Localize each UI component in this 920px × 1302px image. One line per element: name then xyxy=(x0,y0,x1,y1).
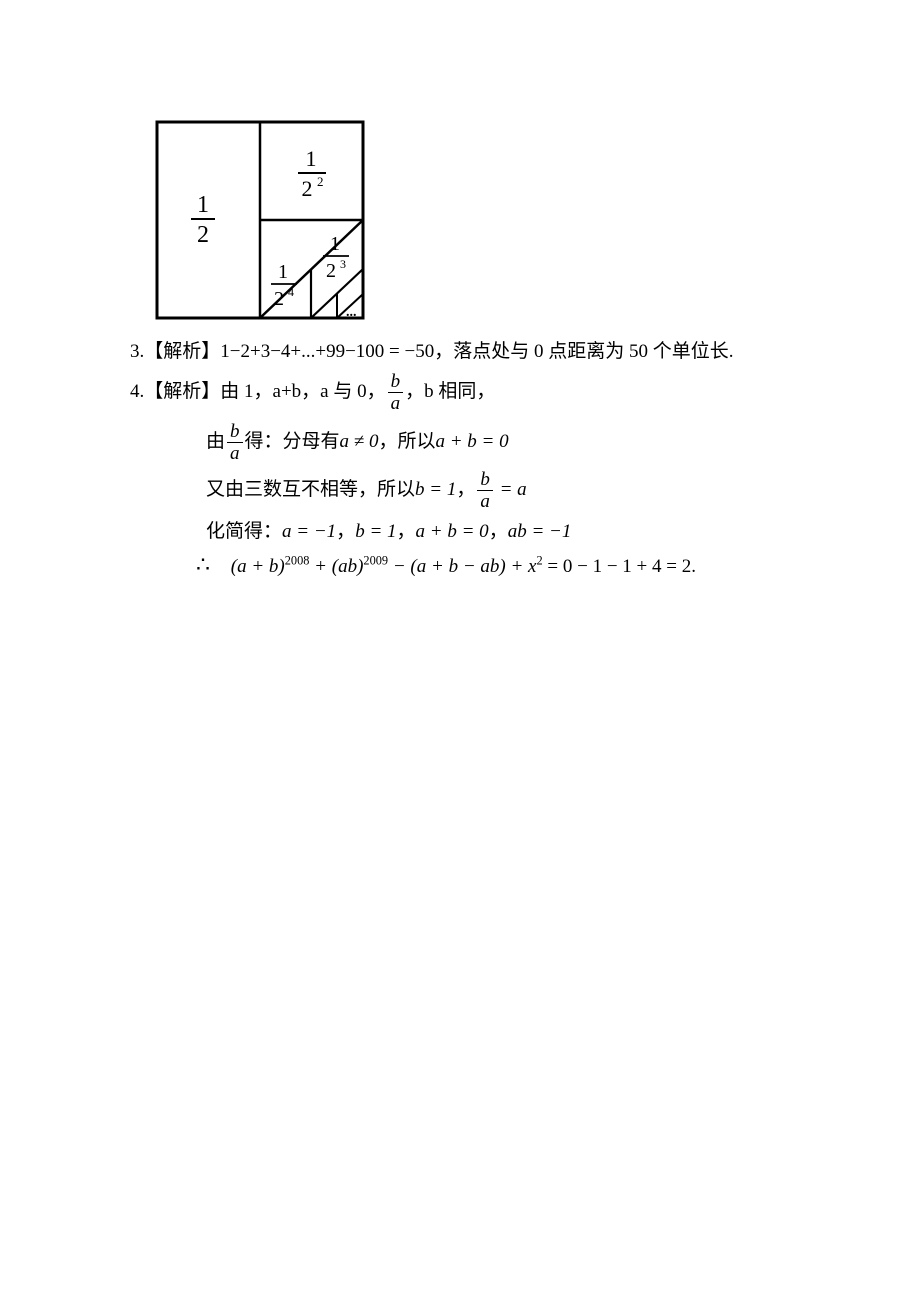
frac-b-over-a-1: ba xyxy=(388,372,404,413)
problem-4-line2: 由ba得：分母有a ≠ 0，所以a + b = 0 xyxy=(206,422,509,463)
frac-b-over-a-3: ba xyxy=(477,470,493,511)
p4-l3eq: = a xyxy=(500,479,527,500)
p4-l1b: ，b 相同， xyxy=(405,381,495,402)
svg-text:1: 1 xyxy=(306,146,317,171)
p4-l4e: ， xyxy=(397,521,416,542)
problem-4-line1: 4.【解析】由 1，a+b，a 与 0，ba，b 相同， xyxy=(130,372,495,413)
p4-l2e: a + b = 0 xyxy=(435,431,508,452)
p4-l5c: − (a + b − ab) + x xyxy=(388,556,536,577)
svg-text:1: 1 xyxy=(330,233,340,255)
p4-l5d: = 0 − 1 − 1 + 4 = 2 xyxy=(543,556,692,577)
p4-l4f: a + b = 0 xyxy=(416,521,489,542)
problem-3: 3.【解析】1−2+3−4+...+99−100 = −50，落点处与 0 点距… xyxy=(130,336,734,363)
p4-l4c: ， xyxy=(336,521,355,542)
p3-tail: ，落点处与 0 点距离为 50 个单位长. xyxy=(434,341,733,362)
p4-l3b: b = 1 xyxy=(415,479,456,500)
svg-text:2: 2 xyxy=(274,288,284,310)
svg-text:1: 1 xyxy=(197,192,209,218)
p4-l4b: a = −1 xyxy=(282,521,336,542)
p4-l4h: ab = −1 xyxy=(508,521,572,542)
p4-l5e1: 2008 xyxy=(285,554,310,568)
p4-l3c: ， xyxy=(456,479,475,500)
p4-l2d: ，所以 xyxy=(378,431,435,452)
p4-l5a: (a + b) xyxy=(231,556,285,577)
svg-text:2: 2 xyxy=(302,176,313,201)
svg-text:2: 2 xyxy=(197,222,209,248)
frac-b-over-a-2: ba xyxy=(227,422,243,463)
p4-l4g: ， xyxy=(489,521,508,542)
svg-text:...: ... xyxy=(346,305,357,320)
diagram-svg: ... 1 2 1 2 2 1 2 3 1 xyxy=(155,120,370,325)
problem-4-line4: 化简得：a = −1，b = 1，a + b = 0，ab = −1 xyxy=(206,516,571,543)
problem-4-line5: ∴ (a + b)2008 + (ab)2009 − (a + b − ab) … xyxy=(196,552,696,578)
p4-l3a: 又由三数互不相等，所以 xyxy=(206,479,415,500)
p3-label: 3.【解析】 xyxy=(130,341,220,362)
p4-l2c: a ≠ 0 xyxy=(340,431,379,452)
p4-l2b: 得：分母有 xyxy=(245,431,340,452)
svg-text:2: 2 xyxy=(317,174,324,189)
svg-text:2: 2 xyxy=(326,260,336,282)
svg-text:1: 1 xyxy=(278,261,288,283)
p3-expr: 1−2+3−4+...+99−100 = −50 xyxy=(220,341,434,362)
p4-label: 4.【解析】 xyxy=(130,381,220,402)
svg-text:4: 4 xyxy=(288,285,294,299)
p4-l2a: 由 xyxy=(206,431,225,452)
therefore-symbol: ∴ xyxy=(196,552,226,578)
p4-l5period: . xyxy=(691,556,696,577)
p4-l4a: 化简得： xyxy=(206,521,282,542)
fraction-square-diagram: ... 1 2 1 2 2 1 2 3 1 xyxy=(155,120,370,330)
p4-l4d: b = 1 xyxy=(355,521,396,542)
svg-text:3: 3 xyxy=(340,257,346,271)
problem-4-line3: 又由三数互不相等，所以b = 1，ba = a xyxy=(206,470,527,511)
p4-l1a: 由 1，a+b，a 与 0， xyxy=(220,381,385,402)
p4-l5b: + (ab) xyxy=(309,556,363,577)
p4-l5e2: 2009 xyxy=(363,554,388,568)
